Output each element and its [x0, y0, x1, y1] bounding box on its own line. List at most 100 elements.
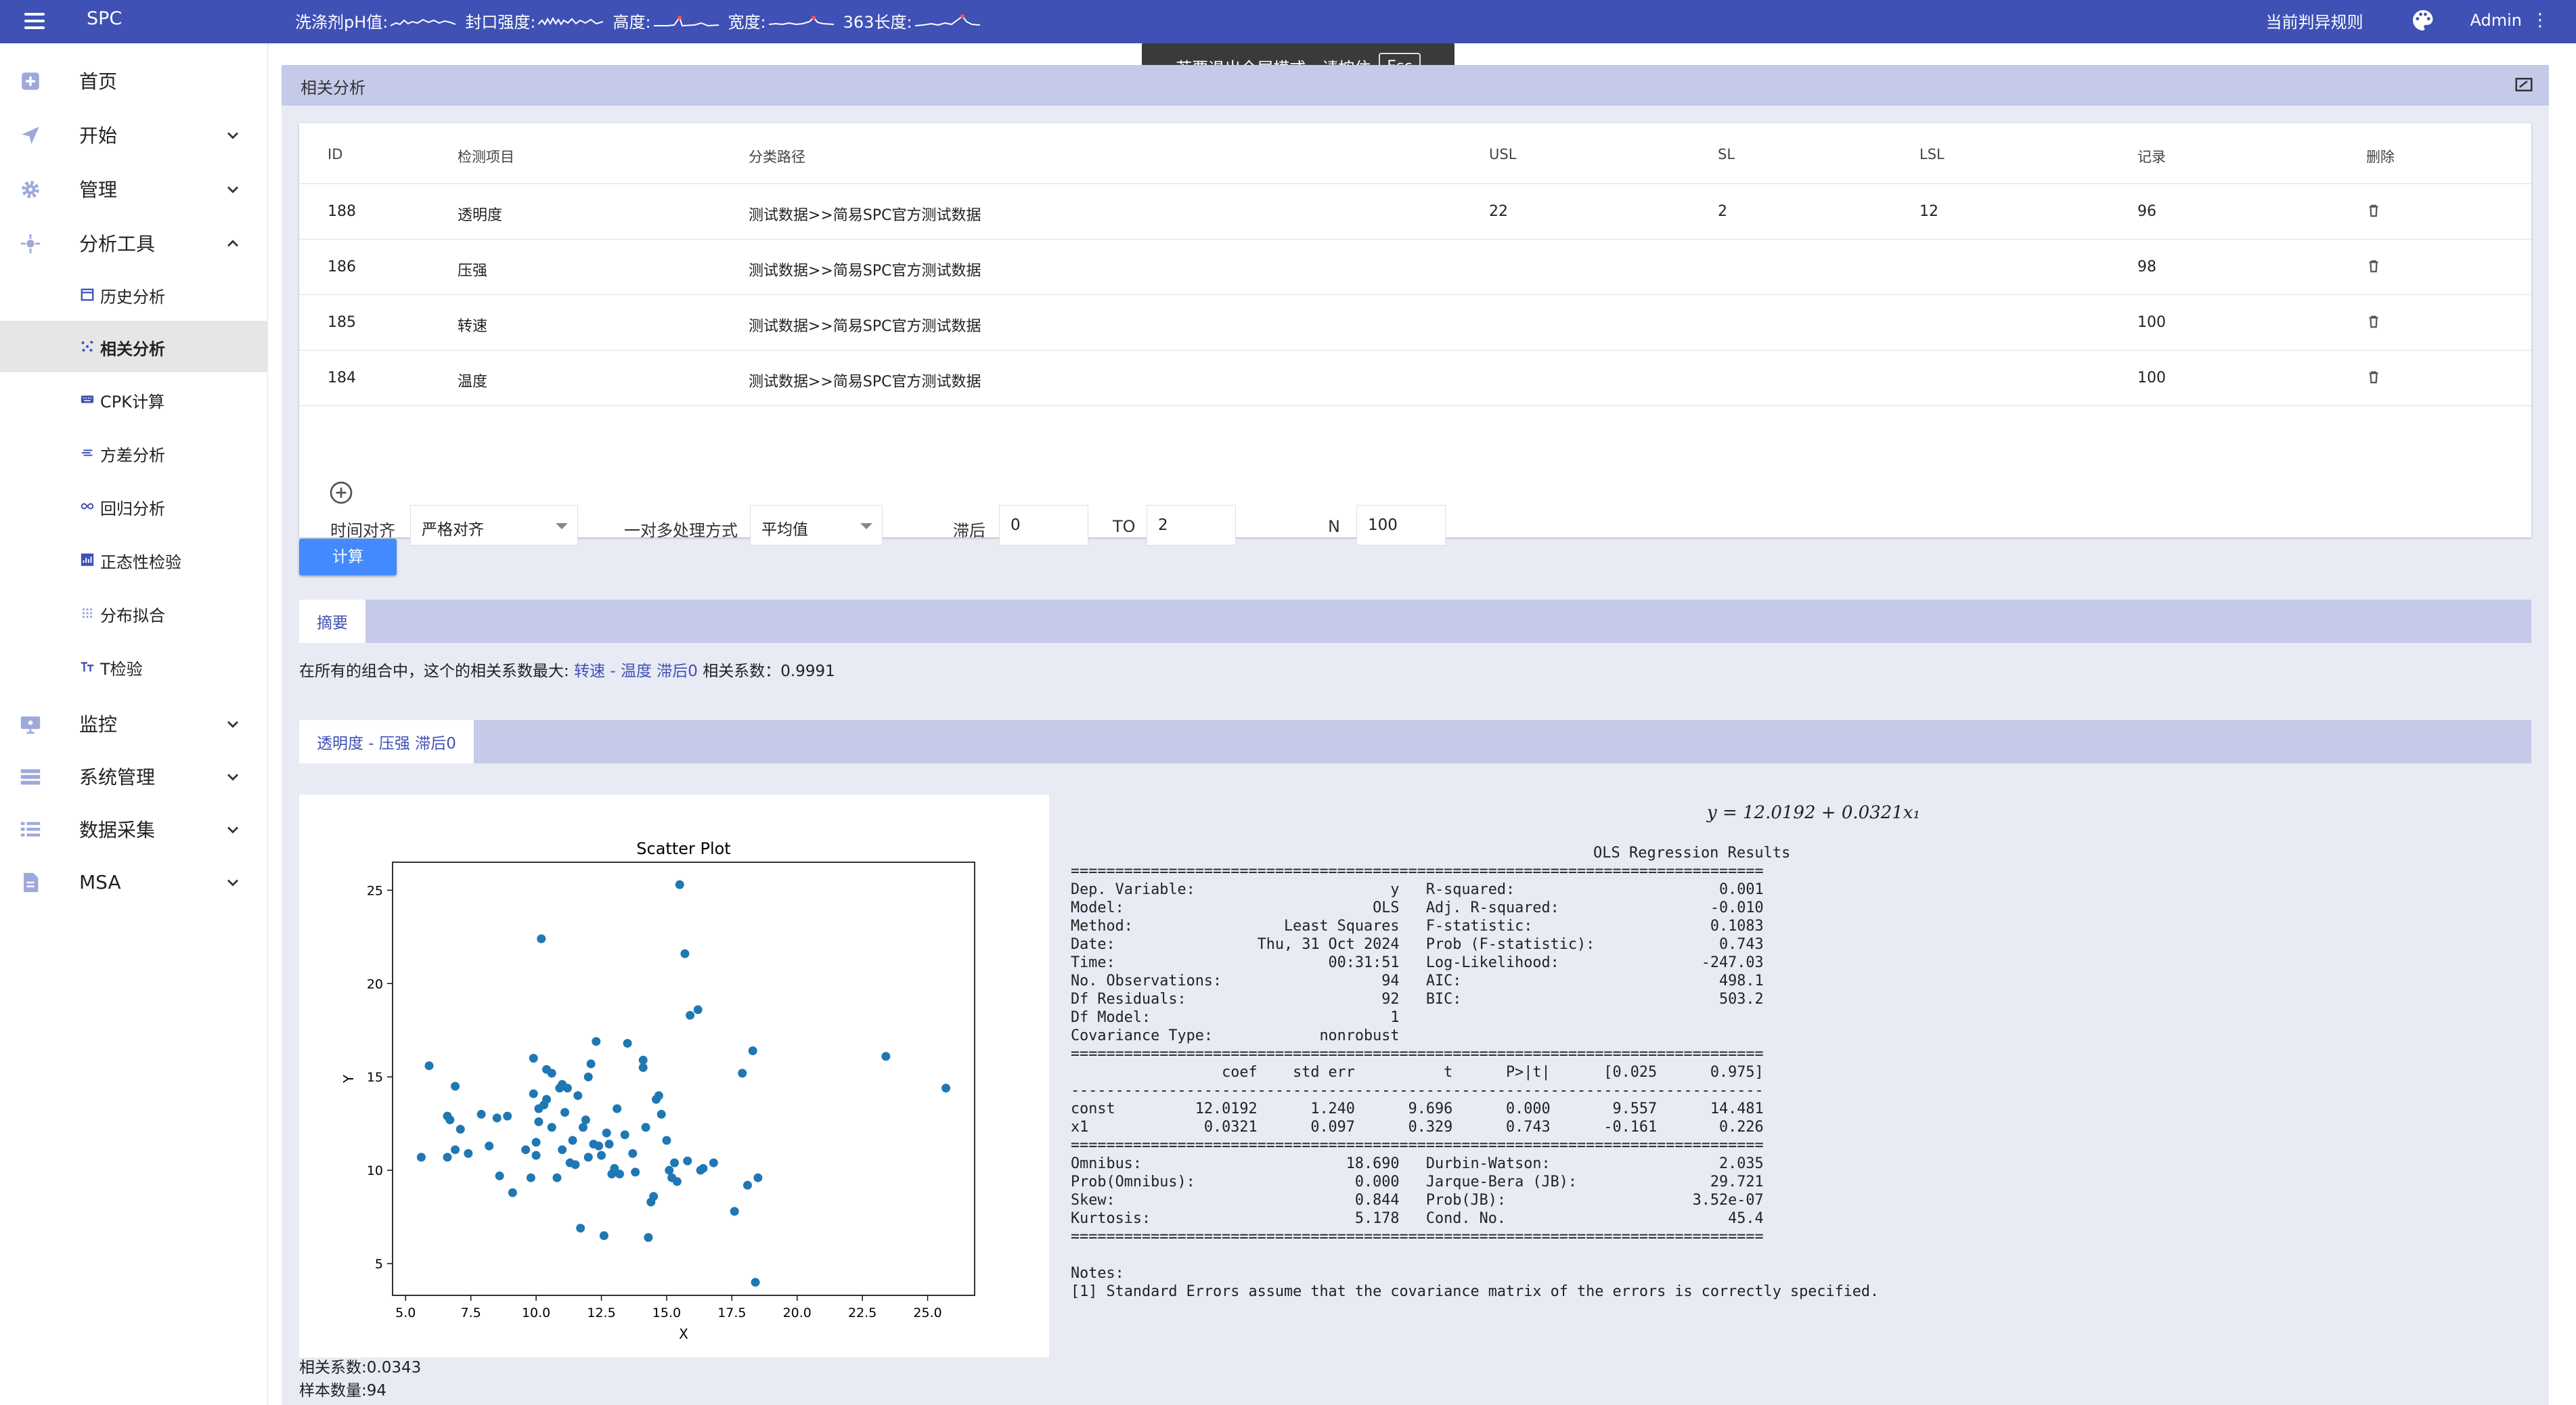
time-align-select[interactable]: 严格对齐 [410, 505, 578, 545]
cell-item: 温度 [458, 374, 488, 391]
scatter-point [631, 1167, 640, 1177]
sidebar-item-label: 首页 [79, 70, 118, 93]
sidebar-subitem-normality[interactable]: 正态性检验 [0, 534, 268, 585]
trash-icon[interactable] [2366, 203, 2381, 218]
sparkline-chart [914, 14, 980, 26]
sparkline-item[interactable]: 洗涤剂pH值: [295, 9, 456, 32]
sidebar-item-analysis-tools[interactable]: 分析工具 [0, 219, 268, 267]
palette-icon[interactable] [2411, 8, 2435, 32]
scatter-point [644, 1232, 653, 1242]
table-row[interactable]: 184 温度 测试数据>>简易SPC官方测试数据 100 [299, 351, 2531, 406]
sidebar-subitem-distribution[interactable]: 分布拟合 [0, 587, 268, 639]
keyboard-icon [81, 395, 94, 403]
scatter-point [604, 1140, 614, 1149]
trash-icon[interactable] [2366, 314, 2381, 329]
table-row[interactable]: 186 压强 测试数据>>简易SPC官方测试数据 98 [299, 240, 2531, 295]
hamburger-menu-icon[interactable] [22, 8, 49, 35]
scatter-point [742, 1180, 752, 1190]
x-tick-label: 7.5 [461, 1306, 481, 1320]
fullscreen-icon[interactable] [2514, 74, 2534, 95]
sparkline-chart [538, 16, 604, 26]
sidebar-item-msa[interactable]: MSA [0, 858, 268, 906]
calculate-button[interactable]: 计算 [299, 539, 397, 575]
cell-item: 透明度 [458, 207, 503, 224]
n-input[interactable]: 100 [1356, 505, 1446, 545]
scatter-point [657, 1109, 666, 1119]
sidebar-subitem-regression[interactable]: 回归分析 [0, 481, 268, 532]
multi-mode-select[interactable]: 平均值 [750, 505, 883, 545]
sidebar-item-label: MSA [79, 870, 121, 893]
chevron-down-icon [227, 721, 238, 728]
scatter-point [581, 1115, 590, 1125]
sidebar-item-data-collect[interactable]: 数据采集 [0, 805, 268, 853]
cell-records: 100 [2137, 314, 2166, 331]
dots-icon [82, 608, 93, 619]
scatter-point [573, 1091, 583, 1100]
sparkline-item[interactable]: 363长度: [843, 9, 980, 32]
sidebar-subitem-label: 相关分析 [100, 340, 165, 359]
trash-icon[interactable] [2366, 259, 2381, 273]
sparkline-item[interactable]: 高度: [613, 9, 719, 32]
sidebar-subitem-label: 历史分析 [100, 288, 165, 307]
scatter-point [738, 1069, 747, 1078]
sidebar-item-manage[interactable]: 管理 [0, 165, 268, 213]
summary-tabbar: 摘要 [299, 600, 2531, 643]
cell-path: 测试数据>>简易SPC官方测试数据 [749, 374, 981, 391]
sparkline-bar: 洗涤剂pH值: 封口强度: 高度: 宽度: 363长度: [295, 7, 980, 34]
scatter-point [521, 1145, 531, 1155]
kebab-menu-icon[interactable]: ⋮ [2531, 10, 2549, 30]
sidebar-subitem-history[interactable]: 历史分析 [0, 269, 268, 320]
gear-icon [22, 181, 39, 198]
sidebar-subitem-label: CPK计算 [100, 393, 164, 411]
sidebar-subitem-correlation[interactable]: 相关分析 [0, 321, 268, 372]
sparkline-label: 宽度: [728, 12, 766, 32]
scatter-point [571, 1160, 580, 1169]
x-axis-label: X [679, 1326, 688, 1342]
lag-from-input[interactable]: 0 [999, 505, 1088, 545]
user-menu[interactable]: Admin [2470, 11, 2523, 30]
cell-item: 转速 [458, 318, 488, 335]
scatter-point [531, 1151, 541, 1160]
trash-icon[interactable] [2366, 370, 2381, 384]
sidebar-item-monitor[interactable]: 监控 [0, 700, 268, 747]
scatter-point [597, 1151, 606, 1160]
plus-square-icon [22, 72, 39, 90]
scatter-point [552, 1173, 562, 1182]
column-header: 删除 [2366, 149, 2395, 165]
sidebar-item-start[interactable]: 开始 [0, 111, 268, 158]
tab-result-pair[interactable]: 透明度 - 压强 滞后0 [299, 720, 474, 763]
scatter-point [670, 1158, 680, 1167]
x-tick-label: 17.5 [717, 1306, 746, 1320]
sidebar-subitem-ttest[interactable]: T检验 [0, 641, 268, 692]
table-row[interactable]: 188 透明度 测试数据>>简易SPC官方测试数据 22 2 12 96 [299, 184, 2531, 240]
cell-id: 185 [328, 314, 356, 331]
sidebar: 首页 开始 管理 分析工具 历史分析 相关分析 CPK计算 方差分析 回归分析 … [0, 43, 268, 1405]
scatter-point [613, 1104, 622, 1113]
sparkline-item[interactable]: 封口强度: [465, 9, 604, 32]
lag-to-input[interactable]: 2 [1147, 505, 1236, 545]
scatter-point [542, 1094, 552, 1104]
tab-summary[interactable]: 摘要 [299, 600, 365, 643]
lines-icon [81, 449, 93, 456]
x-tick-label: 22.5 [848, 1306, 876, 1320]
scatter-point [753, 1173, 763, 1182]
table-row[interactable]: 185 转速 测试数据>>简易SPC官方测试数据 100 [299, 295, 2531, 351]
main-content: 相关分析 ID 检测项目 分类路径 USL SL LSL 记录 删除 188 透… [282, 65, 2549, 1405]
top-right-actions: 当前判异规则 Admin ⋮ [2265, 7, 2549, 34]
data-table: ID 检测项目 分类路径 USL SL LSL 记录 删除 188 透明度 测试… [299, 123, 2531, 537]
scatter-point [583, 1153, 593, 1162]
cell-id: 188 [328, 203, 356, 220]
column-header: 分类路径 [749, 149, 805, 165]
sidebar-subitem-cpk[interactable]: CPK计算 [0, 374, 268, 425]
sidebar-item-system[interactable]: 系统管理 [0, 753, 268, 800]
add-circle-icon[interactable] [329, 481, 353, 505]
scatter-point [547, 1069, 556, 1078]
sparkline-item[interactable]: 宽度: [728, 9, 834, 32]
rules-link[interactable]: 当前判异规则 [2265, 12, 2363, 32]
sidebar-subitem-anova[interactable]: 方差分析 [0, 427, 268, 478]
scatter-point [547, 1123, 556, 1132]
sparkline-label: 363长度: [843, 12, 912, 32]
sidebar-item-home[interactable]: 首页 [0, 57, 268, 104]
grid-icon [20, 822, 41, 837]
scatter-point [662, 1136, 671, 1145]
